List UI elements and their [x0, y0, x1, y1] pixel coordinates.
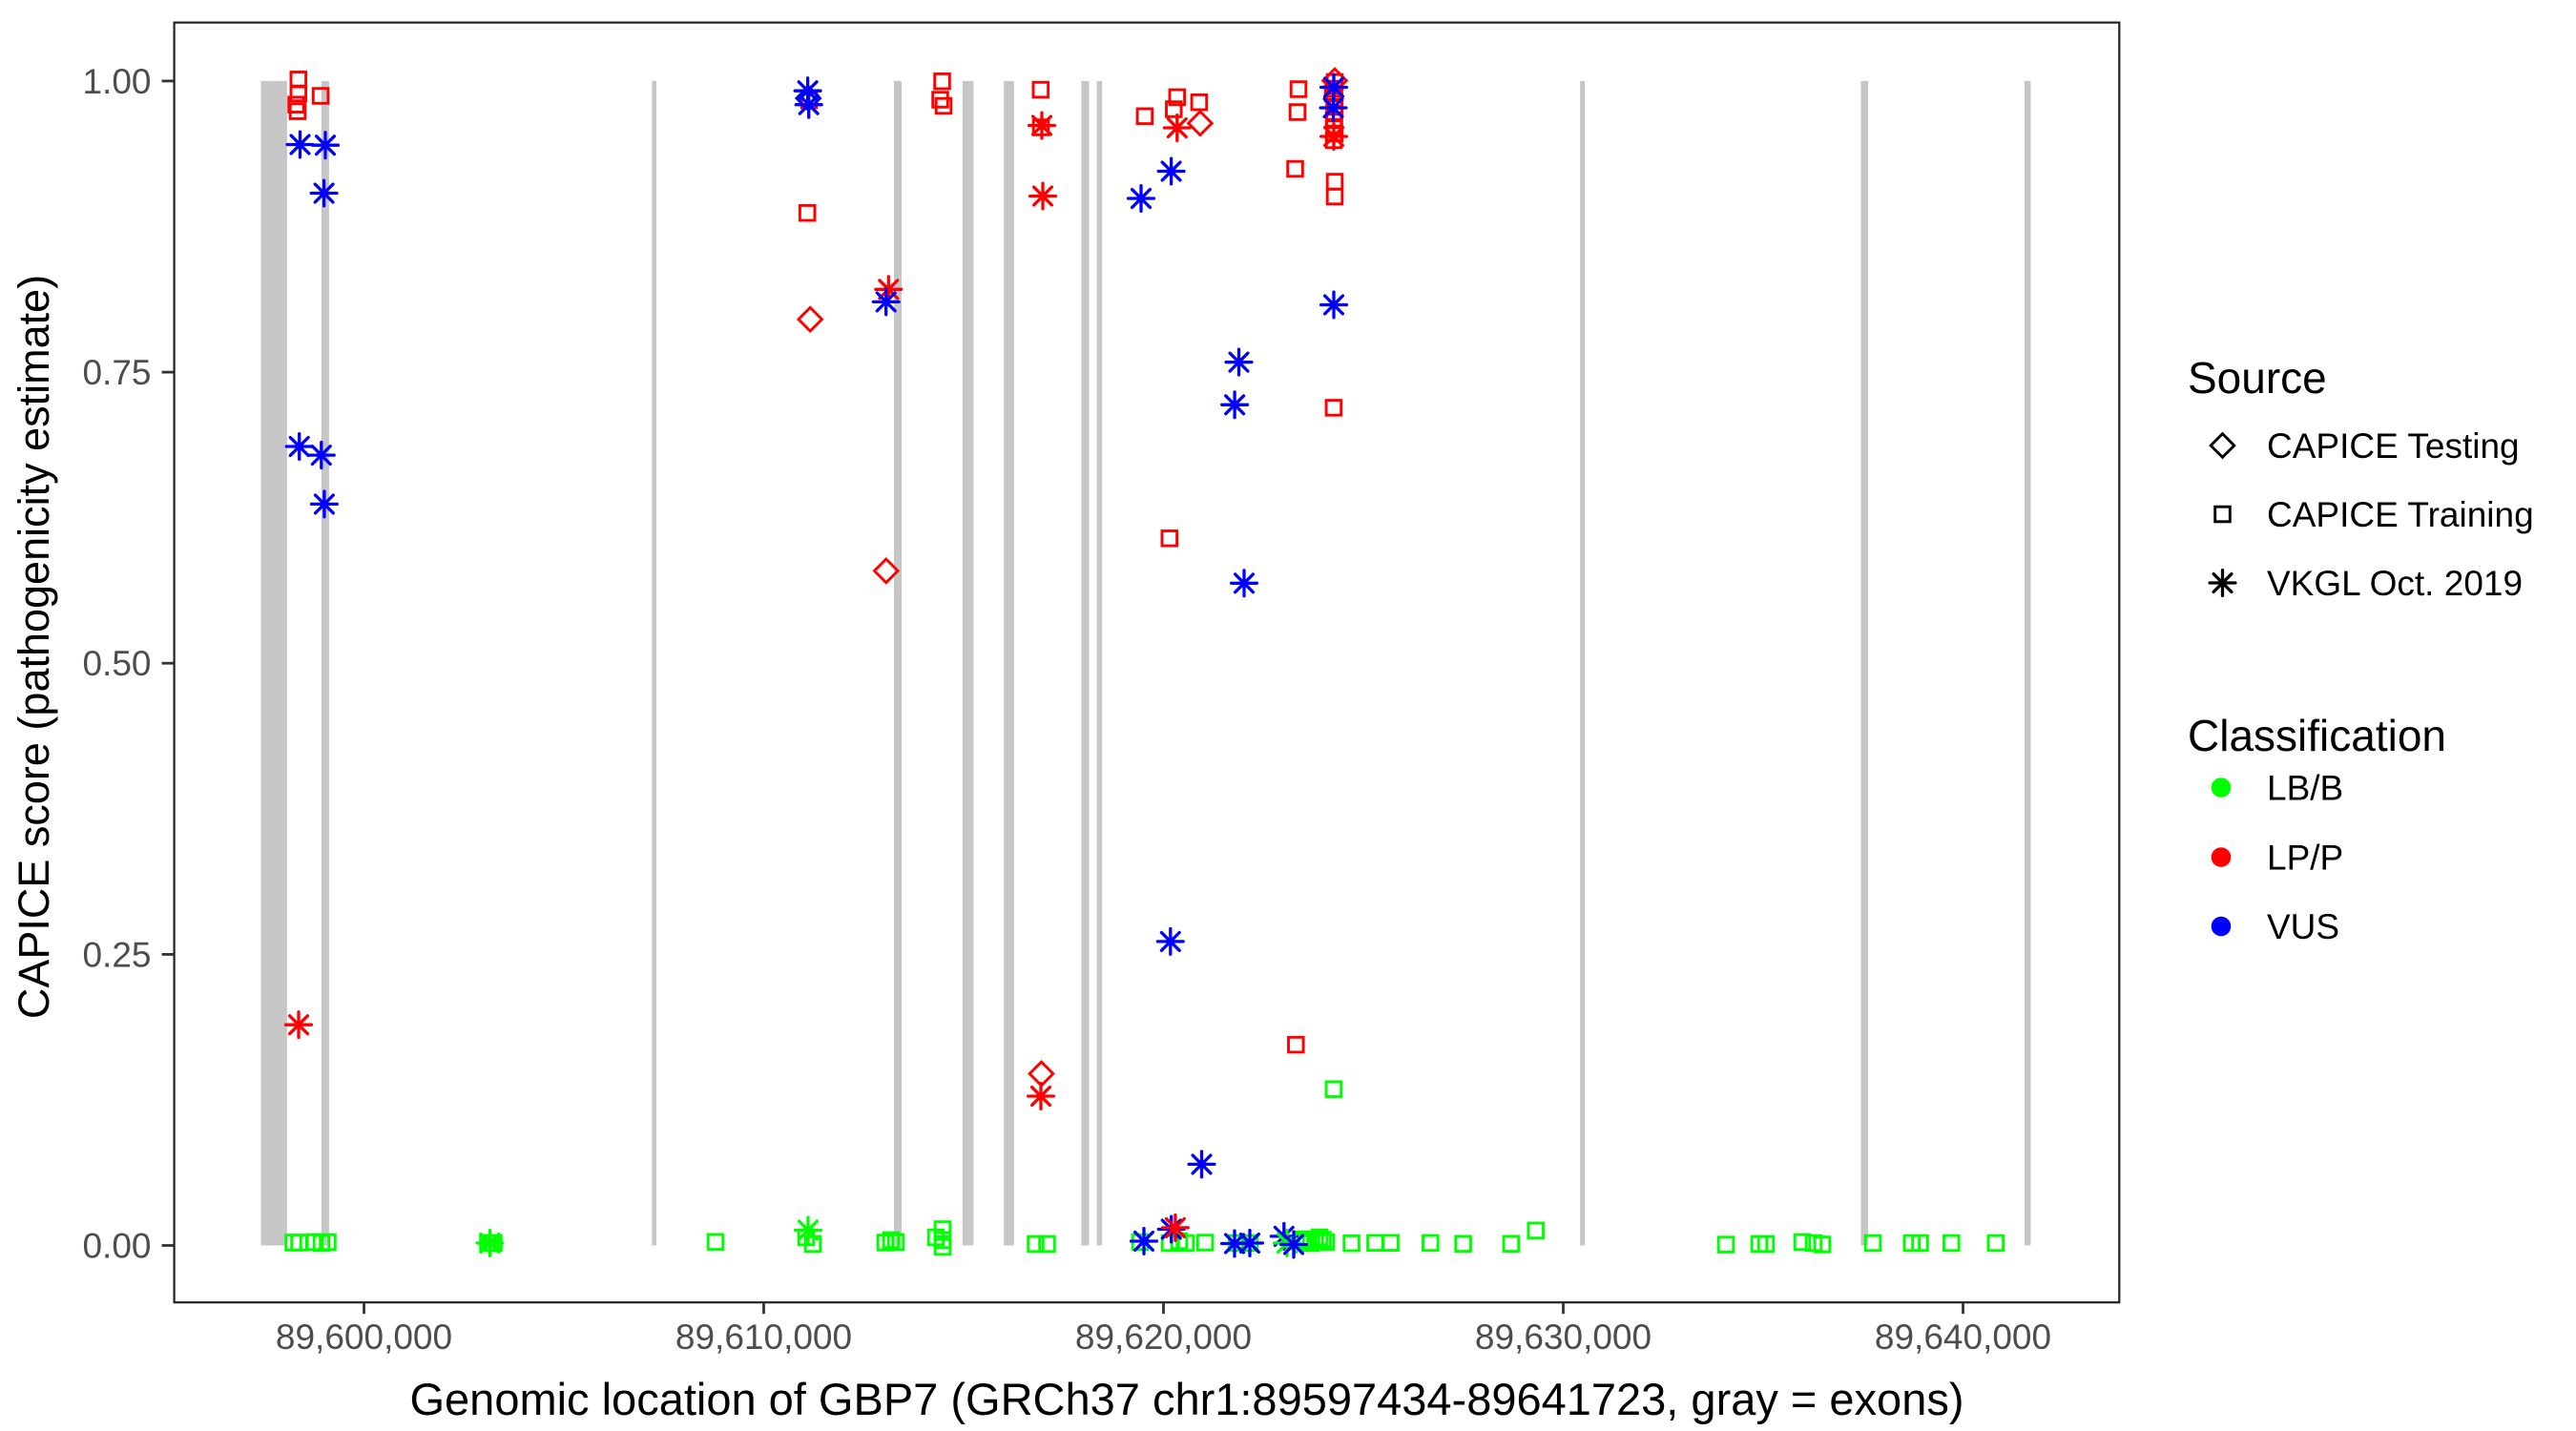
svg-text:0.75: 0.75 [82, 353, 151, 392]
svg-text:LB/B: LB/B [2267, 769, 2343, 808]
svg-text:89,610,000: 89,610,000 [675, 1317, 852, 1357]
svg-text:CAPICE score (pathogenicity es: CAPICE score (pathogenicity estimate) [10, 275, 58, 1019]
svg-text:CAPICE Testing: CAPICE Testing [2267, 426, 2520, 466]
svg-text:1.00: 1.00 [82, 62, 151, 101]
svg-text:Genomic location of GBP7 (GRCh: Genomic location of GBP7 (GRCh37 chr1:89… [409, 1374, 1963, 1424]
svg-text:VKGL Oct. 2019: VKGL Oct. 2019 [2267, 564, 2523, 603]
svg-text:89,600,000: 89,600,000 [276, 1317, 452, 1357]
svg-text:0.25: 0.25 [82, 935, 151, 974]
svg-text:0.50: 0.50 [82, 644, 151, 683]
svg-text:Source: Source [2188, 353, 2327, 403]
svg-text:89,620,000: 89,620,000 [1075, 1317, 1252, 1357]
svg-text:LP/P: LP/P [2267, 839, 2343, 878]
svg-text:89,630,000: 89,630,000 [1475, 1317, 1652, 1357]
svg-text:CAPICE Training: CAPICE Training [2267, 495, 2534, 534]
svg-text:89,640,000: 89,640,000 [1875, 1317, 2051, 1357]
svg-text:VUS: VUS [2267, 907, 2339, 946]
svg-text:Classification: Classification [2188, 711, 2446, 760]
svg-text:0.00: 0.00 [82, 1227, 151, 1266]
